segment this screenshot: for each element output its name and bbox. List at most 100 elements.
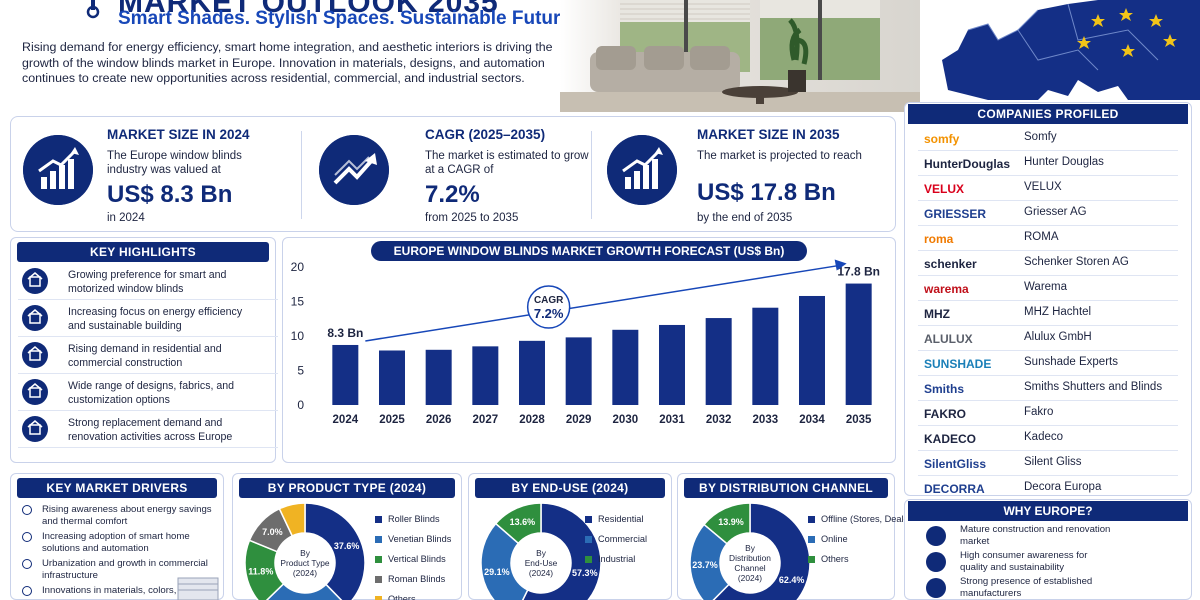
company-row: DECORRA Decora Europa: [918, 476, 1178, 501]
x-tick-label: 2026: [426, 414, 452, 426]
company-row: VELUX VELUX: [918, 176, 1178, 201]
legend-label: Others: [821, 554, 849, 564]
highlight-text: Wide range of designs, fabrics, and custo…: [68, 379, 278, 407]
bar: [705, 318, 732, 405]
company-logo: DECORRA: [924, 482, 985, 496]
x-tick-label: 2028: [519, 414, 545, 426]
legend-label: Roller Blinds: [388, 514, 440, 524]
legend-label: Residential: [598, 514, 644, 524]
driver-line: Innovations in materials, colors,: [42, 585, 177, 596]
window-blind-icon: [177, 577, 219, 600]
company-row: roma ROMA: [918, 226, 1178, 251]
chart-title: EUROPE WINDOW BLINDS MARKET GROWTH FOREC…: [394, 244, 785, 258]
kpi-title: MARKET SIZE IN 2024: [107, 127, 250, 142]
driver-bullet-icon: [22, 586, 32, 596]
kpi-text: The Europe window blinds: [107, 150, 242, 162]
slice-percent-label: 11.8%: [248, 567, 273, 577]
highlight-line: renovation activities across Europe: [68, 431, 233, 443]
company-logo: SilentGliss: [924, 457, 987, 471]
kpi-text: The market is projected to reach: [697, 150, 862, 162]
kpi-text: in 2024: [107, 212, 145, 224]
x-tick-label: 2035: [846, 414, 872, 426]
why-line: manufacturers: [960, 588, 1022, 599]
donut-center-label: Channel: [734, 563, 765, 573]
legend-item: Roman Blinds: [375, 574, 445, 584]
driver-line: infrastructure: [42, 570, 98, 581]
chart-title-bg: [371, 241, 807, 261]
why-line: High consumer awareness for: [960, 550, 1088, 561]
donut-slice: [304, 502, 366, 600]
y-tick-label: 0: [297, 398, 304, 412]
highlight-line: Growing preference for smart and: [68, 269, 227, 281]
company-logo: SUNSHADE: [924, 357, 992, 371]
company-name: Schenker Storen AG: [1024, 256, 1129, 268]
highlight-text: Strong replacement demand and renovation …: [68, 416, 278, 444]
donut-hole: [276, 534, 334, 592]
legend-label: Commercial: [598, 534, 648, 544]
legend-swatch: [375, 596, 382, 600]
driver-line: solutions and automation: [42, 543, 149, 554]
divider: [591, 131, 592, 219]
companies-title: COMPANIES PROFILED: [908, 104, 1188, 124]
highlight-line: customization options: [68, 394, 170, 406]
driver-item: Rising awareness about energy savings and…: [18, 504, 218, 530]
legend-label: Others: [388, 594, 416, 600]
trend-arrow-icon: [319, 135, 389, 205]
breakdown-panel: BY END-USE (2024) 57.3% 29.1% 13.6% By End-Us…: [468, 473, 672, 600]
legend-label: Industrial: [598, 554, 636, 564]
why-line: Mature construction and renovation: [960, 524, 1111, 535]
company-row: GRIESSER Griesser AG: [918, 201, 1178, 226]
donut-slice: [712, 502, 811, 600]
kpi-value: 7.2%: [425, 181, 480, 208]
company-row: ALULUX Alulux GmbH: [918, 326, 1178, 351]
donut-center-label: End-Use: [525, 558, 558, 568]
company-logo: Smiths: [924, 382, 965, 396]
key-highlights-panel: KEY HIGHLIGHTS: [10, 237, 276, 463]
bar: [519, 340, 545, 405]
legend-swatch: [375, 536, 382, 544]
legend-label: Venetian Blinds: [388, 534, 452, 544]
donut-slice: [494, 502, 542, 545]
highlight-line: commercial construction: [68, 357, 183, 369]
slice-percent-label: 23.7%: [692, 560, 718, 570]
company-name: ROMA: [1024, 231, 1059, 243]
legend-swatch: [585, 516, 592, 524]
company-name: Griesser AG: [1024, 206, 1087, 218]
x-tick-label: 2034: [799, 414, 825, 426]
company-logo: FAKRO: [924, 407, 966, 421]
breakdown-title: BY PRODUCT TYPE (2024): [239, 478, 455, 498]
donut-chart: 62.4% 23.7% 13.9% ByDistributionChannel(202…: [689, 502, 811, 600]
donut-center-label: Product Type: [280, 558, 330, 568]
company-logo: KADECO: [924, 432, 977, 446]
kpi-market-size-2035: MARKET SIZE IN 2035 The market is projec…: [597, 117, 893, 233]
x-tick-label: 2024: [333, 414, 359, 426]
legend-swatch: [375, 516, 382, 524]
legend-label: Online: [821, 534, 848, 544]
highlight-item: Wide range of designs, fabrics, and custo…: [18, 375, 278, 411]
cagr-label: CAGR: [534, 295, 564, 306]
driver-line: Urbanization and growth in commercial: [42, 558, 208, 569]
driver-line: and thermal comfort: [42, 516, 128, 527]
driver-text: Urbanization and growth in commercial inf…: [42, 558, 222, 582]
donut-center-label: By: [536, 548, 547, 558]
driver-text: Innovations in materials, colors,: [42, 585, 222, 597]
company-logo: GRIESSER: [924, 207, 987, 221]
highlight-line: Increasing focus on energy efficiency: [68, 306, 243, 318]
highlight-text: Growing preference for smart and motorize…: [68, 268, 278, 296]
highlight-line: Wide range of designs, fabrics, and: [68, 380, 235, 392]
driver-text: Increasing adoption of smart home solutio…: [42, 531, 222, 555]
growth-bar-chart: EUROPE WINDOW BLINDS MARKET GROWTH FOREC…: [291, 241, 880, 426]
legend-swatch: [585, 536, 592, 544]
company-name: MHZ Hachtel: [1024, 306, 1092, 318]
company-row: KADECO Kadeco: [918, 426, 1178, 451]
living-room-image: [560, 0, 920, 112]
donut-center-label: By: [300, 548, 311, 558]
companies-panel: [904, 102, 1192, 496]
driver-line: Rising awareness about energy savings: [42, 504, 212, 515]
legend-swatch: [808, 556, 815, 564]
company-row: FAKRO Fakro: [918, 401, 1178, 426]
company-row: HunterDouglas Hunter Douglas: [918, 151, 1178, 176]
europe-map-image: [928, 0, 1200, 100]
legend-swatch: [585, 556, 592, 564]
x-tick-label: 2031: [659, 414, 685, 426]
